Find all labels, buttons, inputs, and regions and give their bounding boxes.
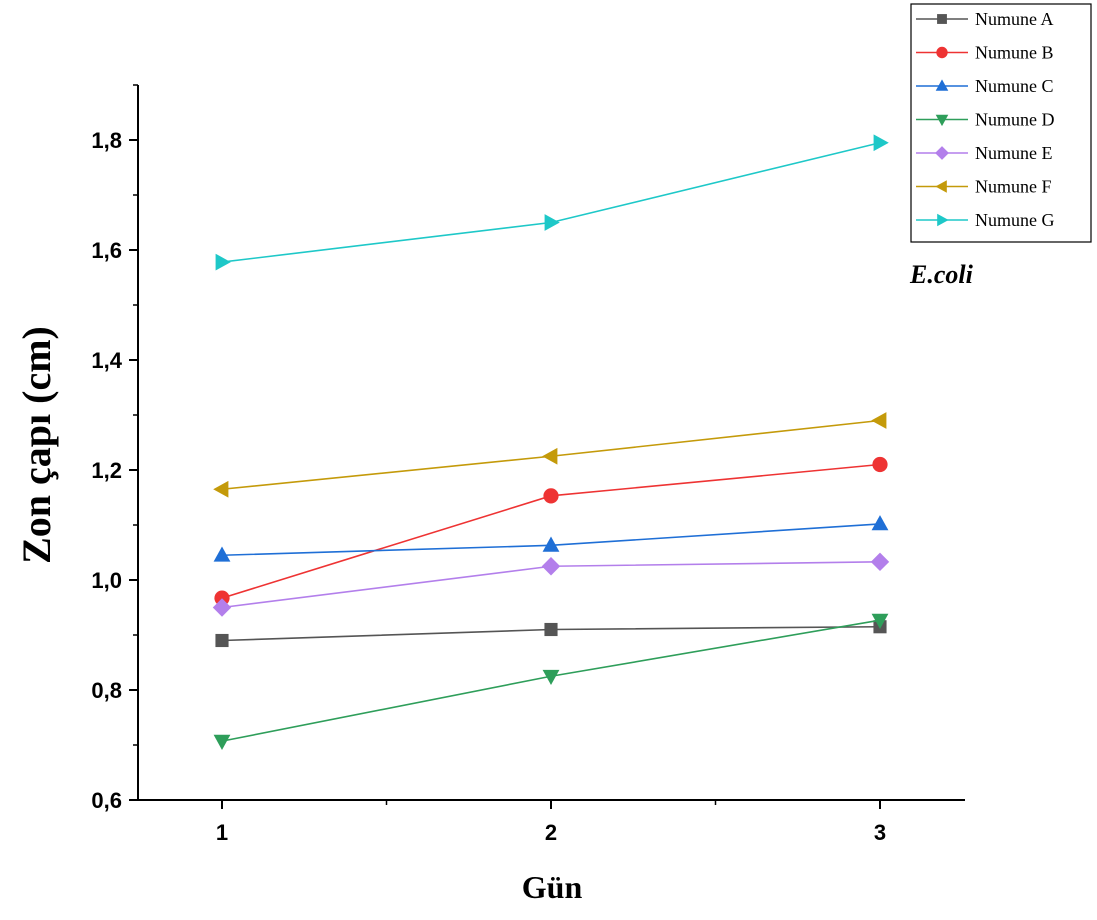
legend-item: Numune A (916, 9, 1054, 29)
legend-item: Numune G (916, 210, 1055, 230)
legend-label: Numune B (975, 43, 1054, 63)
legend-swatch-marker (935, 146, 949, 160)
data-point (542, 669, 560, 686)
legend-label: Numune F (975, 177, 1052, 197)
series-numune-c (213, 515, 889, 562)
y-tick-label: 1,2 (91, 458, 122, 483)
legend-label: Numune C (975, 76, 1054, 96)
legend-item: Numune B (916, 43, 1054, 63)
data-point (871, 515, 889, 531)
series-numune-g (215, 134, 889, 271)
y-ticks: 0,6 0,8 1,0 1,2 1,4 1,6 1,8 (91, 84, 138, 813)
data-point (542, 536, 560, 552)
legend-swatch-marker (937, 14, 947, 24)
data-point (542, 447, 558, 465)
legend-swatch-marker (937, 213, 949, 227)
data-point (544, 622, 558, 637)
axes (137, 85, 965, 801)
y-tick-label: 1,8 (91, 128, 122, 153)
series-line (221, 463, 881, 599)
series-numune-f (213, 412, 887, 498)
data-point (215, 253, 231, 271)
x-tick-label: 2 (545, 820, 557, 845)
data-point (872, 456, 888, 473)
data-point (871, 412, 887, 429)
data-point (870, 552, 890, 572)
y-axis-title: Zon çapı (cm) (14, 326, 59, 564)
annotation-label: E.coli (909, 260, 974, 289)
legend: Numune A Numune B Numune C Numune D Numune E… (910, 3, 1092, 243)
legend-label: Numune D (975, 110, 1055, 130)
data-point (214, 590, 230, 606)
x-ticks: 1 2 3 (216, 800, 886, 845)
legend-swatch-marker (935, 114, 949, 127)
data-point (541, 557, 561, 576)
legend-item: Numune C (916, 76, 1054, 96)
legend-item: Numune E (916, 143, 1052, 163)
y-tick-label: 0,6 (91, 788, 122, 813)
y-tick-label: 1,6 (91, 238, 122, 263)
legend-swatch-marker (936, 46, 948, 59)
data-point (213, 546, 231, 562)
y-tick-label: 0,8 (91, 678, 122, 703)
y-tick-label: 1,0 (91, 568, 122, 593)
legend-swatch-marker (935, 180, 947, 193)
legend-swatch-marker (935, 79, 949, 91)
legend-label: Numune E (975, 143, 1052, 163)
data-point (873, 134, 889, 152)
data-point (213, 480, 229, 498)
x-tick-label: 1 (216, 820, 228, 845)
data-point (215, 633, 229, 648)
legend-label: Numune G (975, 210, 1055, 230)
legend-item: Numune F (916, 177, 1052, 197)
data-point (543, 488, 559, 504)
data-point (212, 598, 232, 617)
data-point (871, 613, 889, 629)
series-numune-e (212, 552, 890, 617)
x-axis-title: Gün (522, 869, 583, 905)
data-point (544, 214, 560, 231)
series-line (221, 141, 881, 263)
legend-label: Numune A (975, 9, 1054, 29)
data-point (213, 734, 231, 750)
series-group (212, 134, 890, 750)
series-numune-d (213, 613, 889, 750)
series-numune-b (214, 456, 888, 606)
x-tick-label: 3 (874, 820, 886, 845)
legend-item: Numune D (916, 110, 1055, 130)
y-tick-label: 1,4 (91, 348, 122, 373)
series-numune-a (215, 620, 887, 648)
